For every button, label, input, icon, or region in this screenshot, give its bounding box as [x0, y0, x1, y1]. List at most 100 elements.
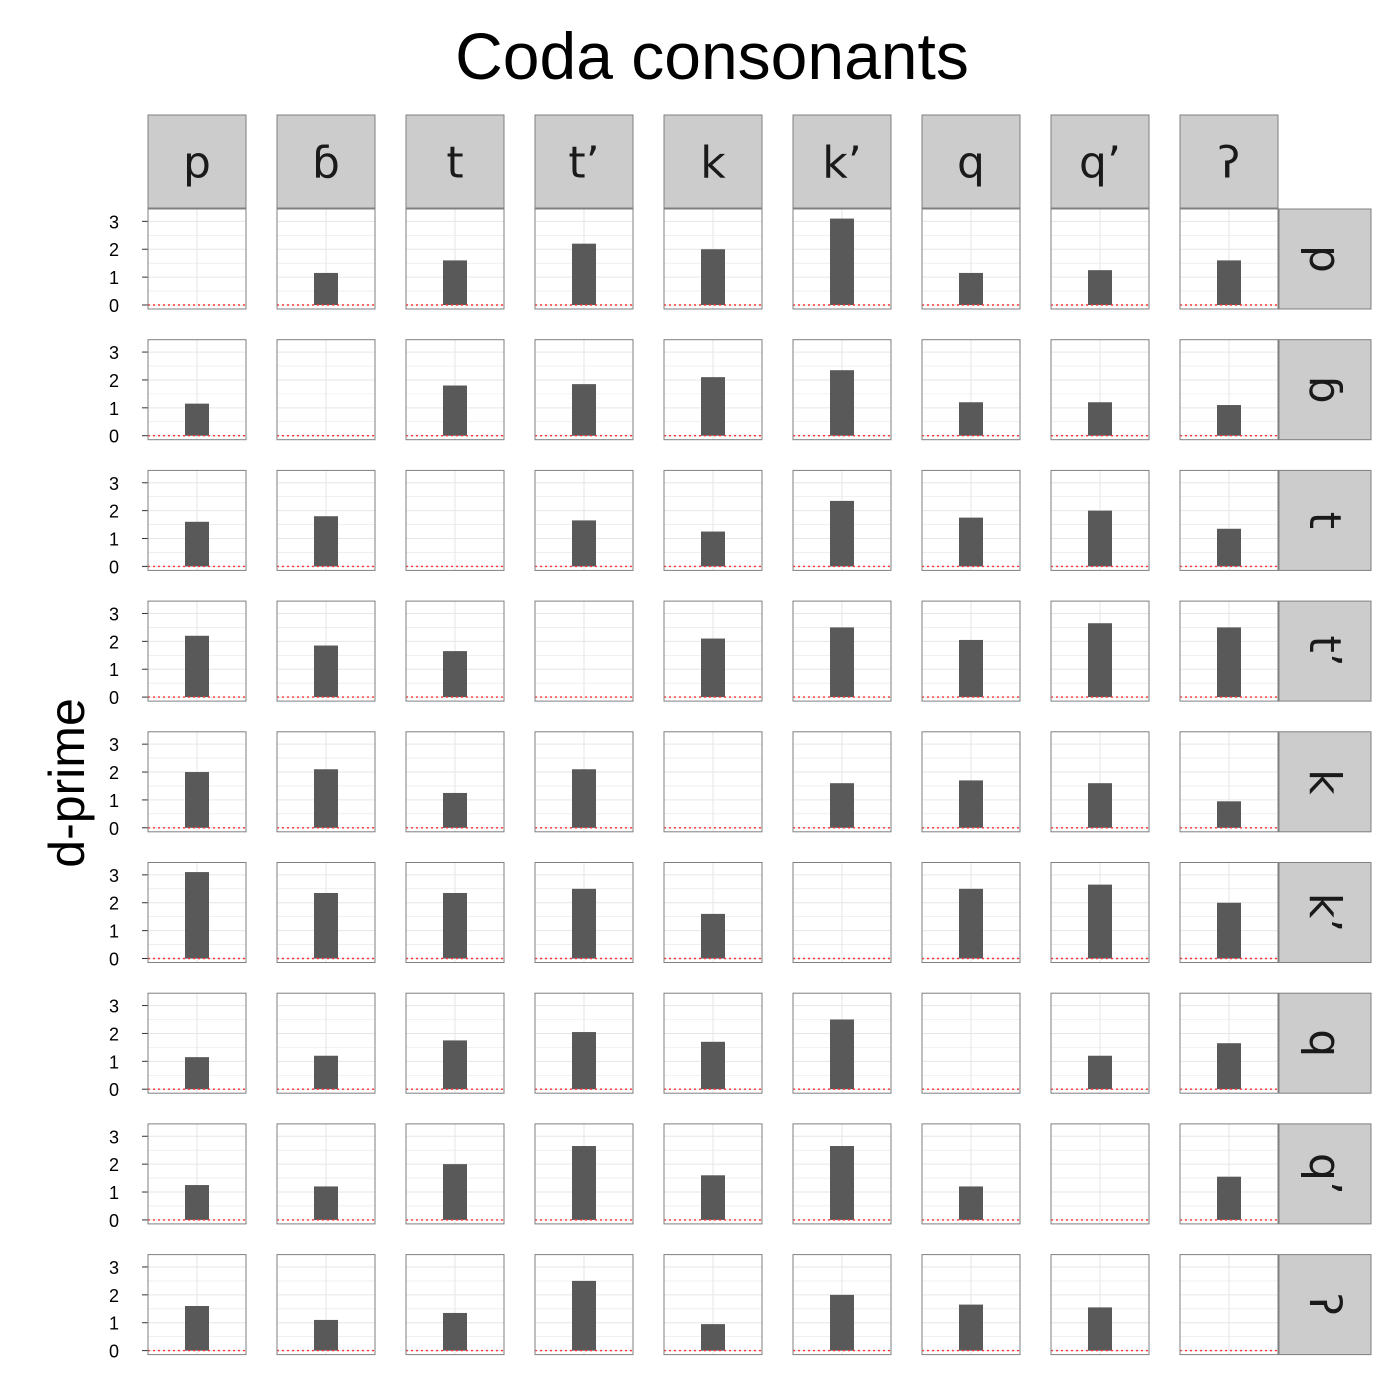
panel-border — [147, 1123, 247, 1225]
bar — [1088, 1055, 1112, 1090]
bar — [443, 892, 467, 959]
panel-border — [405, 1123, 505, 1225]
y-tick-label: 2 — [109, 1024, 119, 1044]
bar — [443, 260, 467, 305]
bar — [830, 627, 854, 698]
column-strip — [1050, 114, 1150, 209]
panel-border — [534, 862, 634, 963]
panel-border — [147, 208, 247, 310]
column-strip — [792, 114, 892, 209]
panel-border — [663, 339, 763, 441]
panel-border — [921, 339, 1021, 441]
panel-border — [1179, 1123, 1279, 1225]
bar — [959, 517, 983, 567]
panel-border — [1179, 208, 1279, 310]
bar — [830, 500, 854, 567]
panel-border — [147, 731, 247, 833]
column-strip-label: ɓ — [312, 138, 340, 189]
panel-border — [405, 731, 505, 833]
y-tick-label: 3 — [109, 343, 119, 363]
bar — [959, 780, 983, 828]
panel-border — [663, 862, 763, 963]
panel-border — [276, 731, 376, 833]
panel-border — [921, 731, 1021, 833]
column-strip-label: ʔ — [1218, 138, 1240, 189]
y-tick-label: 1 — [109, 268, 119, 288]
row-strip — [1278, 862, 1372, 963]
y-tick-label: 2 — [109, 1155, 119, 1175]
panel-border — [147, 469, 247, 571]
bar — [701, 1324, 725, 1351]
panel-border — [405, 992, 505, 1094]
y-tick-label: 2 — [109, 371, 119, 391]
panel-border — [534, 992, 634, 1094]
bar — [572, 888, 596, 959]
bar — [959, 888, 983, 959]
bar — [1217, 1043, 1241, 1090]
bar — [959, 272, 983, 305]
y-tick-label: 2 — [109, 1286, 119, 1306]
bar — [1217, 902, 1241, 959]
bar — [314, 516, 338, 567]
column-strip-label: kʼ — [822, 138, 861, 189]
y-tick-label: 2 — [109, 632, 119, 652]
y-tick-label: 3 — [109, 1127, 119, 1147]
bar — [830, 370, 854, 436]
bar — [443, 1312, 467, 1351]
bar — [1217, 528, 1241, 567]
panel-border — [276, 1123, 376, 1225]
panel-border — [792, 1254, 892, 1356]
column-strip — [147, 114, 247, 209]
bar — [443, 1164, 467, 1220]
panel-border — [663, 469, 763, 571]
panel-border — [663, 1123, 763, 1225]
panel-border — [1179, 469, 1279, 571]
bar — [185, 872, 209, 959]
row-strip — [1278, 600, 1372, 702]
y-tick-label: 0 — [109, 557, 119, 577]
column-strip-label: qʼ — [1079, 138, 1121, 189]
y-tick-label: 1 — [109, 660, 119, 680]
panel-border — [147, 862, 247, 963]
bar — [1217, 260, 1241, 305]
row-strip — [1278, 1123, 1372, 1225]
column-strip-label: k — [700, 138, 726, 189]
panel-border — [405, 208, 505, 310]
panel-border — [405, 862, 505, 963]
panel-border — [1179, 600, 1279, 702]
panel-border — [792, 600, 892, 702]
y-tick-label: 0 — [109, 1211, 119, 1231]
panel-border — [1050, 208, 1150, 310]
y-tick-label: 2 — [109, 502, 119, 522]
bar — [572, 1280, 596, 1351]
row-strip — [1278, 469, 1372, 571]
panel-border — [792, 469, 892, 571]
panel-border — [405, 1254, 505, 1356]
bar — [443, 792, 467, 828]
chart-title: Coda consonants — [455, 19, 969, 93]
bar — [830, 1019, 854, 1090]
panel-border — [663, 208, 763, 310]
panel-border — [1179, 862, 1279, 963]
bar — [314, 1186, 338, 1220]
panel-border — [1050, 992, 1150, 1094]
panel-border — [792, 862, 892, 963]
panel-border — [1050, 731, 1150, 833]
panel-border — [276, 862, 376, 963]
bar — [185, 1185, 209, 1220]
column-strip — [921, 114, 1021, 209]
panel-border — [276, 992, 376, 1094]
column-strip — [534, 114, 634, 209]
row-strip — [1278, 992, 1372, 1094]
panel-border — [534, 600, 634, 702]
panel-border — [1050, 1254, 1150, 1356]
y-tick-label: 3 — [109, 212, 119, 232]
panel-border — [405, 339, 505, 441]
panel-border — [1179, 339, 1279, 441]
bar — [185, 403, 209, 436]
y-tick-label: 1 — [109, 1314, 119, 1334]
y-axis-label: d-prime — [39, 698, 95, 867]
panel-border — [276, 208, 376, 310]
y-tick-label: 3 — [109, 997, 119, 1017]
bar — [1088, 783, 1112, 828]
